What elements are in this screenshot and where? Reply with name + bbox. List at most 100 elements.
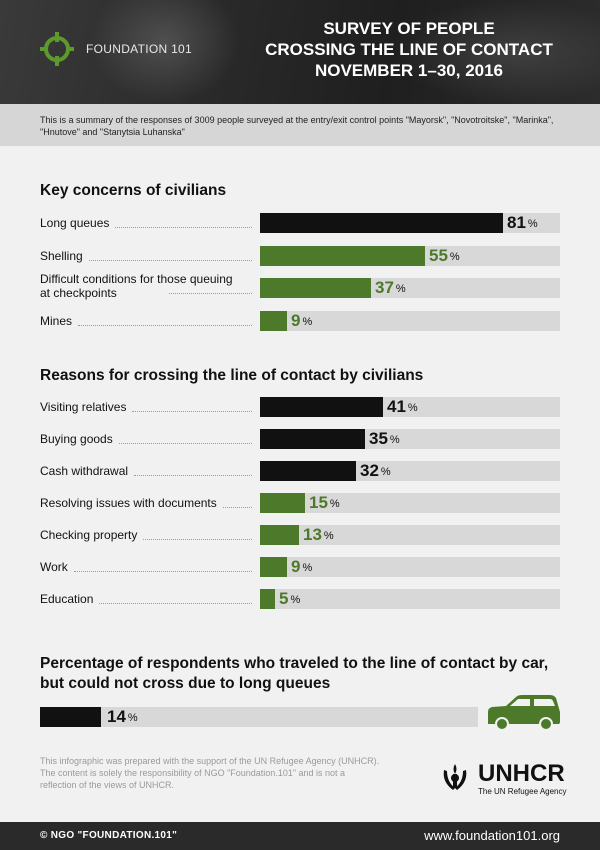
bar-label: Work xyxy=(40,560,68,574)
car-bar-value: 14 % xyxy=(107,707,138,727)
bar xyxy=(260,429,365,449)
bar-value-unit: % xyxy=(380,466,391,478)
bar-value: 55% xyxy=(429,246,460,266)
intro-text: This is a summary of the responses of 30… xyxy=(40,115,554,137)
foundation-logo: FOUNDATION 101 xyxy=(40,32,192,66)
leader-dots xyxy=(74,571,252,572)
car-question-title: Percentage of respondents who traveled t… xyxy=(40,655,549,692)
bar-value: 5% xyxy=(279,589,300,609)
bar-value-unit: % xyxy=(527,218,538,230)
bar-value-unit: % xyxy=(302,562,313,574)
bar xyxy=(260,213,503,233)
bar-label: Cash withdrawal xyxy=(40,464,129,478)
bar-value-number: 37 xyxy=(375,278,394,297)
bar-value-unit: % xyxy=(329,498,340,510)
bar-value-unit: % xyxy=(395,283,406,295)
bar-value-number: 35 xyxy=(369,429,388,448)
bar-row: Visiting relatives 41% xyxy=(40,397,560,417)
bar-track: 9% xyxy=(260,557,560,577)
reasons-section-title: Reasons for crossing the line of contact… xyxy=(40,367,424,384)
bar-value: 32% xyxy=(360,461,391,481)
bar-track: 35% xyxy=(260,429,560,449)
leader-dots xyxy=(132,411,252,412)
title-line-1: SURVEY OF PEOPLE xyxy=(323,19,495,38)
bar-value-number: 9 xyxy=(291,310,301,330)
leader-dots xyxy=(89,259,252,261)
bar-value: 9% xyxy=(291,311,312,331)
bar-track: 81% xyxy=(260,213,560,233)
bar-label: Long queues xyxy=(40,216,110,230)
bar-label: Mines xyxy=(40,313,73,328)
bar-track: 32% xyxy=(260,461,560,481)
header-photo-left xyxy=(90,0,240,104)
bar xyxy=(260,278,371,298)
intro-band: This is a summary of the responses of 30… xyxy=(0,104,600,146)
bar-value: 41% xyxy=(387,397,418,417)
bar-value: 9% xyxy=(291,557,312,577)
bar-row: Long queues 81% xyxy=(40,213,560,233)
bar-value: 37% xyxy=(375,278,406,298)
leader-dots xyxy=(169,293,252,294)
footer-copyright: © NGO "FOUNDATION.101" xyxy=(40,830,178,841)
car-bar-unit: % xyxy=(127,712,138,724)
bar-value-unit: % xyxy=(449,250,460,263)
bar-track: 37% xyxy=(260,278,560,298)
bar-value: 13% xyxy=(303,525,334,545)
bar-row: Checking property 13% xyxy=(40,525,560,545)
leader-dots xyxy=(119,443,252,444)
car-bar-track: 14 % xyxy=(40,707,478,727)
bar-label: Resolving issues with documents xyxy=(40,496,217,510)
bar-value: 35% xyxy=(369,429,400,449)
bar xyxy=(260,557,287,577)
concerns-section-title: Key concerns of civilians xyxy=(40,182,227,199)
unhcr-name: UNHCR xyxy=(478,760,565,787)
bar xyxy=(260,589,275,609)
bar-row: Education 5% xyxy=(40,589,560,609)
leader-dots xyxy=(115,227,252,228)
footnote: This infographic was prepared with the s… xyxy=(40,756,380,790)
bar-value-number: 55 xyxy=(429,245,448,265)
bar-track: 15% xyxy=(260,493,560,513)
bar xyxy=(260,245,425,266)
car-bar xyxy=(40,707,101,727)
bar-label: Education xyxy=(40,592,94,606)
bar-value-number: 5 xyxy=(279,589,289,608)
bar-row: Difficult conditions for those queuing a… xyxy=(40,272,560,300)
bar-value-unit: % xyxy=(407,402,418,414)
foundation-logo-icon xyxy=(40,32,74,66)
bar-row: Resolving issues with documents 15% xyxy=(40,493,560,513)
bar-row: Cash withdrawal 32% xyxy=(40,461,560,481)
bar-value-number: 15 xyxy=(309,493,328,512)
bar-value: 81% xyxy=(507,213,538,233)
car-bar-number: 14 xyxy=(107,707,126,726)
bar-label: Shelling xyxy=(40,248,83,263)
bar-row: Shelling 55% xyxy=(40,245,560,266)
leader-dots xyxy=(99,603,252,604)
bar-value-number: 9 xyxy=(291,557,301,576)
bar-label: Difficult conditions for those queuing a… xyxy=(40,272,233,300)
bar-track: 55% xyxy=(260,245,560,266)
unhcr-emblem-icon xyxy=(438,760,472,798)
bar-value-unit: % xyxy=(389,434,400,446)
bar-value-unit: % xyxy=(290,594,301,606)
bar-value-unit: % xyxy=(323,530,334,542)
page-title: SURVEY OF PEOPLE CROSSING THE LINE OF CO… xyxy=(244,18,574,81)
header-photo-right xyxy=(390,0,600,104)
bar-label: Buying goods xyxy=(40,432,113,446)
bar xyxy=(260,461,356,481)
bar-row: Mines 9% xyxy=(40,310,560,331)
bar-value-number: 13 xyxy=(303,525,322,544)
bar-track: 5% xyxy=(260,589,560,609)
bar-label: Visiting relatives xyxy=(40,400,127,414)
bar xyxy=(260,310,287,331)
bar xyxy=(260,525,299,545)
leader-dots xyxy=(223,507,252,508)
title-line-3: NOVEMBER 1–30, 2016 xyxy=(314,61,504,80)
footer-website-link[interactable]: www.foundation101.org xyxy=(424,828,560,843)
bar-track: 41% xyxy=(260,397,560,417)
bar-row: Buying goods 35% xyxy=(40,429,560,449)
unhcr-logo: UNHCR The UN Refugee Agency xyxy=(438,760,567,798)
leader-dots xyxy=(134,475,252,476)
leader-dots xyxy=(143,539,252,540)
footer-bar: © NGO "FOUNDATION.101" www.foundation101… xyxy=(0,822,600,850)
